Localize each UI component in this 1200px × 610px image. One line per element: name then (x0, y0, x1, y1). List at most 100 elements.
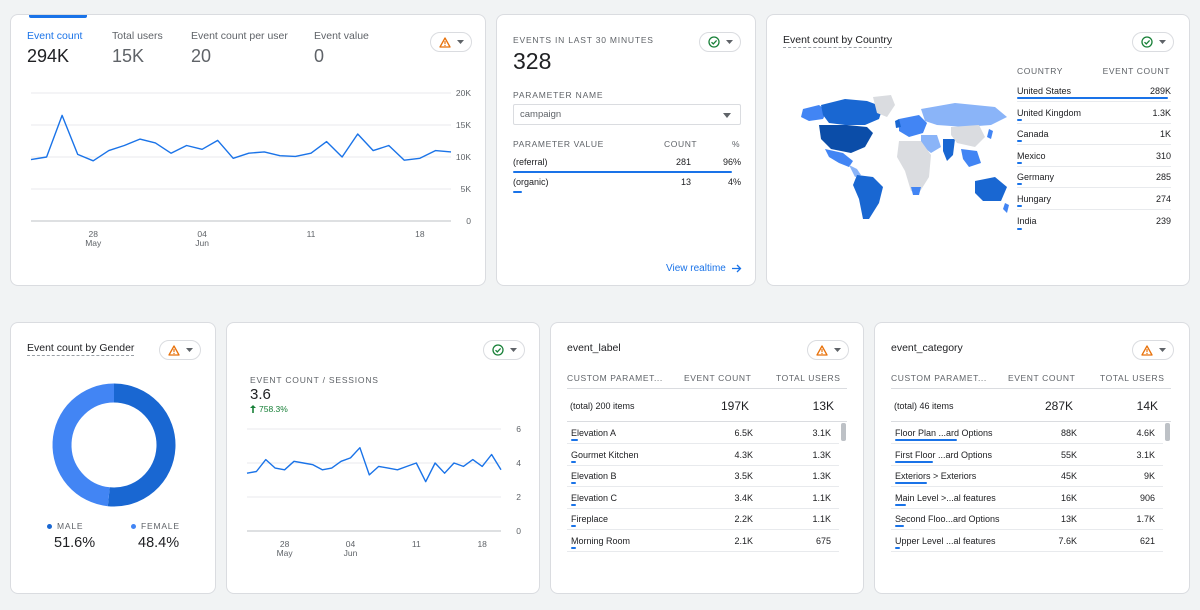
table-row[interactable]: Upper Level ...al features 7.6K 621 (891, 531, 1163, 552)
status-dropdown[interactable] (430, 32, 472, 52)
table-row[interactable]: Elevation A 6.5K 3.1K (567, 423, 839, 444)
column-header: CUSTOM PARAMET... (891, 373, 987, 383)
table-row[interactable]: Gourmet Kitchen 4.3K 1.3K (567, 445, 839, 466)
map-region-central-america[interactable] (849, 165, 861, 177)
table-row[interactable]: First Floor ...ard Options 55K 3.1K (891, 445, 1163, 466)
map-region-china[interactable] (951, 125, 985, 147)
table-row[interactable]: Mexico 310 (1017, 146, 1171, 167)
status-dropdown[interactable] (483, 340, 525, 360)
row-count: 3.4K (734, 492, 753, 503)
table-row[interactable]: Floor Plan ...ard Options 88K 4.6K (891, 423, 1163, 444)
view-realtime-link[interactable]: View realtime (666, 263, 742, 274)
table-row[interactable]: Morning Room 2.1K 675 (567, 531, 839, 552)
status-dropdown[interactable] (1132, 340, 1174, 360)
table-row[interactable]: (organic) 13 4% (513, 173, 741, 193)
donut-slice-male (107, 383, 176, 507)
map-region-south-africa[interactable] (911, 187, 921, 195)
map-region-japan[interactable] (987, 129, 993, 139)
row-count: 6.5K (734, 428, 753, 438)
map-region-russia[interactable] (921, 103, 1007, 127)
metric-event-value[interactable]: Event value 0 (314, 30, 369, 67)
row-label: Exteriors > Exteriors (895, 471, 977, 481)
sessions-value: 3.6 (250, 386, 271, 403)
scrollbar-thumb[interactable] (841, 423, 846, 441)
y-tick-label: 2 (516, 492, 521, 502)
table-row[interactable]: (referral) 281 96% (513, 153, 741, 173)
map-region-india[interactable] (943, 139, 955, 161)
legend-male: MALE 51.6% (47, 521, 95, 551)
table-row[interactable]: United States 289K (1017, 81, 1171, 102)
table-row[interactable]: India 239 (1017, 211, 1171, 232)
row-count: 7.6K (1058, 535, 1077, 546)
status-dropdown[interactable] (699, 32, 741, 52)
row-bar (1017, 161, 1022, 164)
map-region-australia[interactable] (975, 177, 1007, 201)
scrollbar-thumb[interactable] (1165, 423, 1170, 441)
y-tick-label: 0 (516, 526, 521, 536)
status-dropdown[interactable] (807, 340, 849, 360)
country-card: Event count by Country COUNTRY EVENT COU… (766, 14, 1190, 286)
world-map (801, 95, 1009, 219)
metric-total-users[interactable]: Total users 15K (112, 30, 163, 67)
row-value: 239 (1155, 215, 1171, 226)
legend-female: FEMALE 48.4% (131, 521, 180, 551)
legend-dot (47, 523, 52, 529)
row-users: 1.3K (812, 449, 831, 460)
y-tick-label: 4 (516, 458, 521, 468)
legend-dot (131, 523, 136, 529)
map-region-united-states[interactable] (819, 125, 873, 153)
legend-label: FEMALE (141, 521, 180, 531)
table-row[interactable]: Elevation B 3.5K 1.3K (567, 466, 839, 487)
map-region-mexico[interactable] (825, 149, 853, 167)
row-count: 13K (1060, 514, 1077, 524)
table-row[interactable]: Elevation C 3.4K 1.1K (567, 488, 839, 509)
sessions-change: 758.3% (250, 404, 288, 414)
table-row[interactable]: Germany 285 (1017, 167, 1171, 189)
y-tick-label: 5K (461, 184, 472, 194)
map-region-southeast-asia[interactable] (961, 149, 981, 167)
status-dropdown[interactable] (1132, 32, 1174, 52)
map-region-greenland[interactable] (873, 95, 895, 117)
total-label: (total) 200 items (570, 401, 635, 411)
total-row: (total) 46 items 287K 14K (891, 388, 1171, 422)
map-region-canada[interactable] (821, 99, 883, 125)
x-tick-day: 04 (346, 539, 356, 549)
view-realtime-label: View realtime (666, 263, 726, 274)
metric-event-count-per-user[interactable]: Event count per user 20 (191, 30, 288, 67)
status-dropdown[interactable] (159, 340, 201, 360)
table-row[interactable]: Fireplace 2.2K 1.1K (567, 509, 839, 530)
row-users: 675 (815, 535, 831, 546)
x-tick-day: 18 (415, 229, 425, 239)
check-icon (1140, 36, 1153, 48)
map-region-europe[interactable] (899, 115, 927, 137)
row-value: 1K (1159, 129, 1171, 140)
table-row[interactable]: Main Level >...al features 16K 906 (891, 488, 1163, 509)
legend-value: 51.6% (54, 535, 96, 551)
map-region-africa[interactable] (897, 141, 931, 193)
row-label: First Floor ...ard Options (895, 449, 993, 460)
warning-icon (815, 344, 828, 356)
map-region-south-america[interactable] (853, 175, 883, 219)
warning-icon (1140, 344, 1153, 356)
table-row[interactable]: Second Floo...ard Options 13K 1.7K (891, 509, 1163, 530)
country-table: United States 289K United Kingdom 1.3K Can… (1017, 81, 1171, 241)
row-label: Second Floo...ard Options (895, 514, 1000, 524)
table-row[interactable]: United Kingdom 1.3K (1017, 103, 1171, 124)
row-count: 16K (1060, 492, 1077, 503)
map-region-united-kingdom[interactable] (895, 119, 901, 128)
row-bar (1017, 118, 1022, 121)
metric-event-count[interactable]: Event count 294K (27, 30, 82, 67)
map-region-new-zealand[interactable] (1003, 203, 1009, 213)
row-bar (1017, 97, 1168, 99)
row-bar (1017, 183, 1022, 186)
map-region-alaska[interactable] (801, 105, 827, 121)
parameter-name-select[interactable]: campaign (513, 104, 741, 125)
table-row[interactable]: Hungary 274 (1017, 189, 1171, 210)
row-label: (organic) (513, 177, 549, 187)
column-header: PARAMETER VALUE (513, 139, 604, 149)
table-row[interactable]: Canada 1K (1017, 124, 1171, 146)
table-row[interactable]: Exteriors > Exteriors 45K 9K (891, 466, 1163, 487)
total-users: 14K (1136, 399, 1158, 413)
row-label: United Kingdom (1017, 107, 1082, 118)
